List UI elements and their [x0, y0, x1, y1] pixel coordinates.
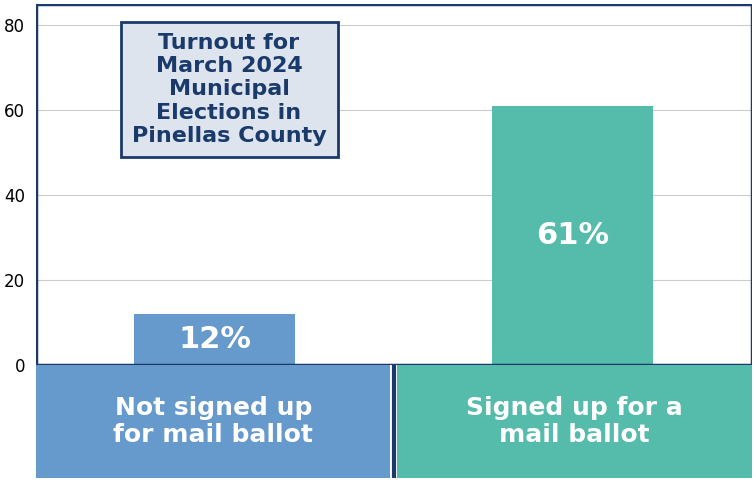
Bar	[492, 106, 653, 365]
Text: Signed up for a
mail ballot: Signed up for a mail ballot	[466, 396, 683, 447]
Text: Not signed up
for mail ballot: Not signed up for mail ballot	[113, 396, 313, 447]
Text: 61%: 61%	[536, 221, 609, 250]
Bar	[134, 314, 296, 365]
Text: Turnout for
March 2024
Municipal
Elections in
Pinellas County: Turnout for March 2024 Municipal Electio…	[132, 33, 327, 146]
Text: 12%: 12%	[178, 325, 251, 354]
FancyBboxPatch shape	[398, 365, 751, 478]
FancyBboxPatch shape	[36, 365, 390, 478]
